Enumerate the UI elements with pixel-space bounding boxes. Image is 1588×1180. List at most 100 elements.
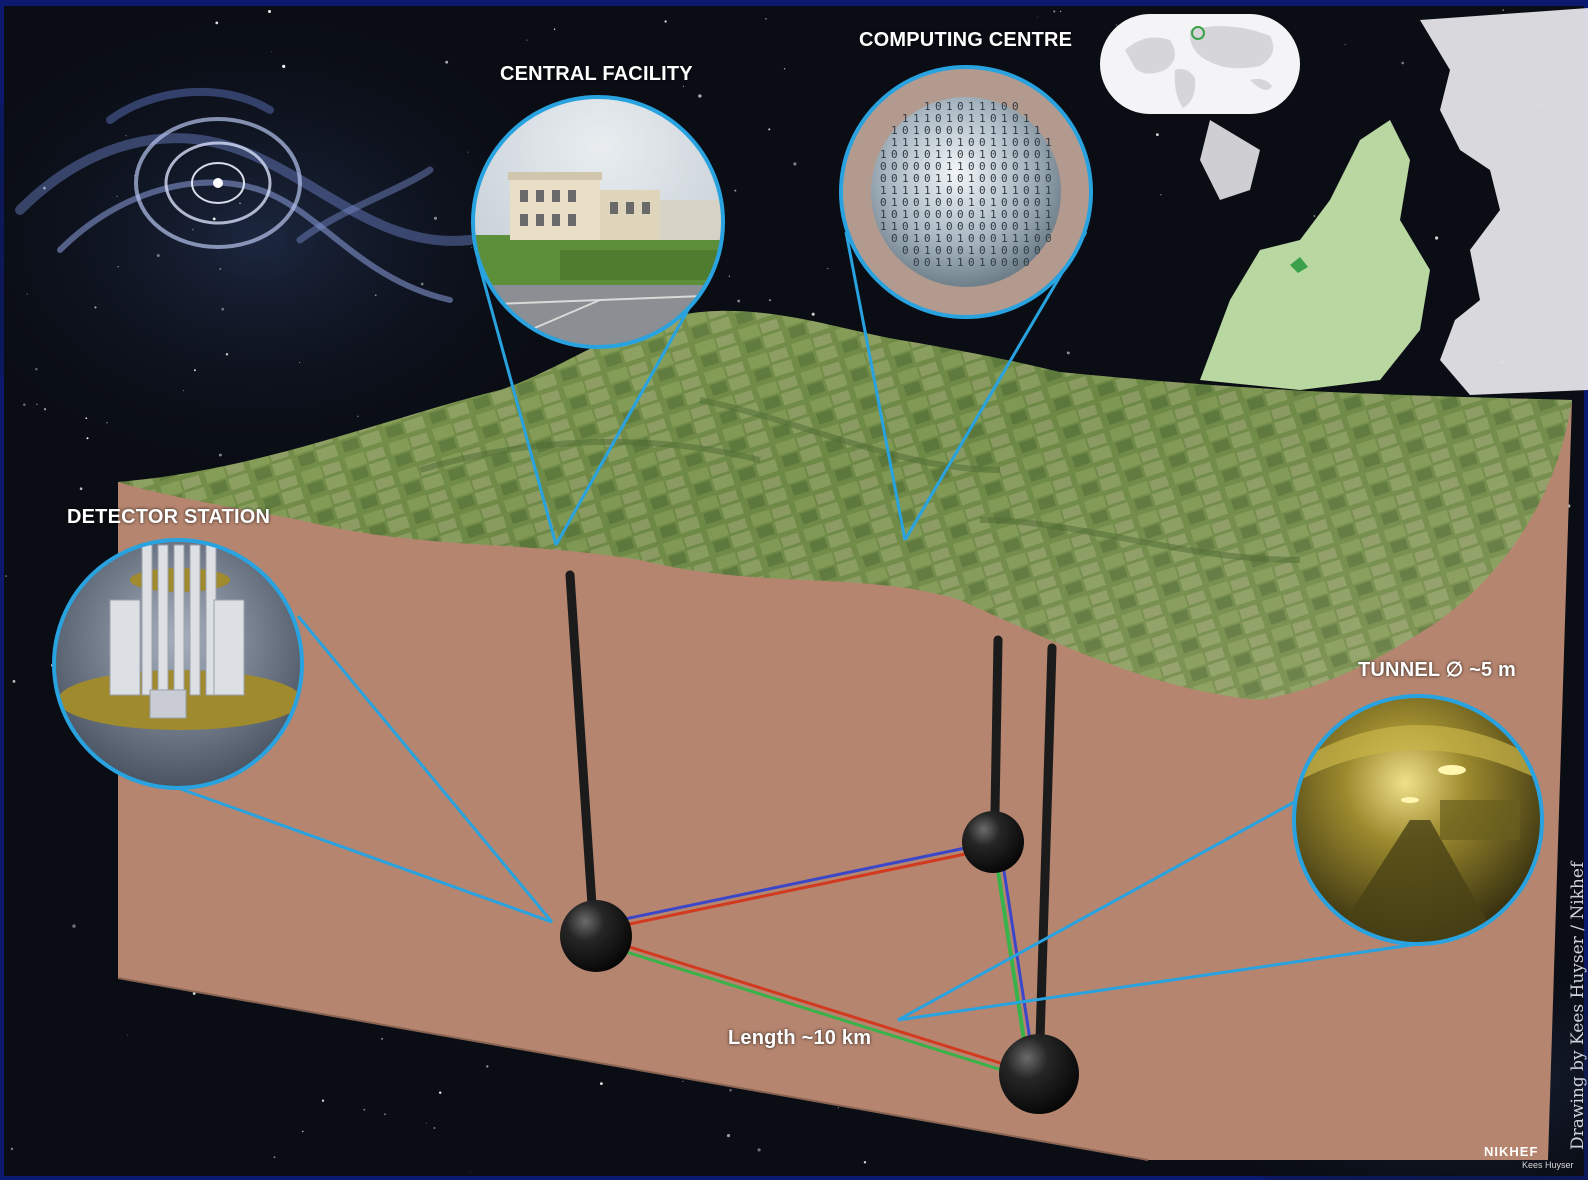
binary-digit: 1 [891, 220, 898, 233]
binary-digit: 1 [924, 136, 931, 149]
binary-digit: 0 [968, 160, 975, 173]
binary-digit: 1 [902, 208, 909, 221]
binary-digit: 1 [957, 136, 964, 149]
binary-digit: 0 [1001, 256, 1008, 269]
binary-digit: 0 [1034, 244, 1041, 257]
star [384, 1113, 386, 1115]
star [221, 307, 224, 311]
binary-digit: 1 [891, 184, 898, 197]
binary-digit: 1 [924, 112, 931, 125]
star [682, 1080, 684, 1083]
binary-digit: 0 [957, 100, 964, 113]
binary-digit: 1 [935, 172, 942, 185]
binary-digit: 0 [979, 196, 986, 209]
binary-digit: 1 [968, 172, 975, 185]
laser-arms [619, 844, 1032, 1074]
binary-digit: 0 [968, 256, 975, 269]
binary-digit: 1 [924, 184, 931, 197]
binary-digit: 1 [1012, 124, 1019, 137]
star [43, 408, 47, 411]
star [302, 1130, 304, 1133]
binary-digit: 1 [880, 184, 887, 197]
binary-digit: 0 [880, 172, 887, 185]
binary-digit: 1 [1001, 184, 1008, 197]
binary-digit: 1 [1034, 124, 1041, 137]
star [193, 369, 196, 372]
binary-digit: 0 [990, 184, 997, 197]
star [728, 275, 731, 277]
star [282, 64, 286, 69]
binary-digit: 1 [1045, 148, 1052, 161]
binary-digit: 0 [1034, 196, 1041, 209]
binary-digit: 0 [1012, 220, 1019, 233]
binary-digit: 0 [913, 208, 920, 221]
binary-digit: 0 [924, 148, 931, 161]
binary-digit: 0 [935, 160, 942, 173]
binary-digit: 1 [979, 112, 986, 125]
binary-digit: 0 [1012, 244, 1019, 257]
binary-digit: 0 [979, 160, 986, 173]
binary-digit: 0 [957, 208, 964, 221]
binary-digit: 0 [1012, 148, 1019, 161]
binary-digit: 1 [880, 148, 887, 161]
binary-digit: 1 [1012, 232, 1019, 245]
star [212, 217, 216, 221]
binary-digit: 1 [979, 100, 986, 113]
binary-digit: 0 [1012, 100, 1019, 113]
star [683, 85, 685, 87]
star [35, 368, 38, 371]
star [26, 293, 28, 295]
length-label: Length ~10 km [728, 1027, 872, 1049]
binary-digit: 0 [1034, 172, 1041, 185]
binary-digit: 0 [935, 124, 942, 137]
europe-map-icon [1200, 8, 1588, 395]
binary-digit: 1 [979, 148, 986, 161]
nikhef-logo: NIKHEF [1484, 1144, 1539, 1159]
binary-digit: 0 [924, 232, 931, 245]
star [127, 1034, 129, 1036]
binary-digit: 1 [1045, 184, 1052, 197]
binary-digit: 1 [935, 220, 942, 233]
binary-digit: 0 [957, 244, 964, 257]
binary-digit: 0 [1023, 208, 1030, 221]
binary-digit: 0 [1001, 100, 1008, 113]
detector-spheres [560, 811, 1079, 1114]
star [1036, 16, 1038, 18]
binary-digit: 0 [902, 196, 909, 209]
binary-digit: 0 [902, 124, 909, 137]
binary-digit: 1 [968, 244, 975, 257]
star [1115, 24, 1117, 26]
binary-digit: 0 [968, 136, 975, 149]
binary-digit: 0 [1012, 196, 1019, 209]
binary-digit: 0 [968, 220, 975, 233]
star [273, 1156, 276, 1159]
binary-digit: 1 [913, 112, 920, 125]
binary-digit: 0 [946, 124, 953, 137]
binary-digit: 0 [990, 160, 997, 173]
binary-digit: 1 [968, 184, 975, 197]
binary-digit: 1 [1001, 148, 1008, 161]
binary-digit: 1 [935, 256, 942, 269]
star [1313, 215, 1316, 217]
binary-digit: 1 [924, 100, 931, 113]
binary-digit: 1 [990, 244, 997, 257]
binary-digit: 0 [968, 148, 975, 161]
binary-digit: 0 [1012, 172, 1019, 185]
binary-digit: 1 [1023, 220, 1030, 233]
star [381, 1037, 384, 1040]
star [299, 362, 301, 363]
binary-digit: 0 [1023, 148, 1030, 161]
star [218, 453, 222, 457]
world-map-icon [1100, 14, 1300, 114]
binary-digit: 1 [946, 160, 953, 173]
star [85, 417, 88, 420]
binary-digit: 0 [924, 208, 931, 221]
star [1059, 10, 1062, 13]
star [664, 20, 667, 23]
star [827, 268, 829, 270]
detector-sphere-top [962, 811, 1024, 873]
star [156, 254, 160, 257]
star [79, 487, 83, 490]
binary-digit: 0 [1001, 244, 1008, 257]
